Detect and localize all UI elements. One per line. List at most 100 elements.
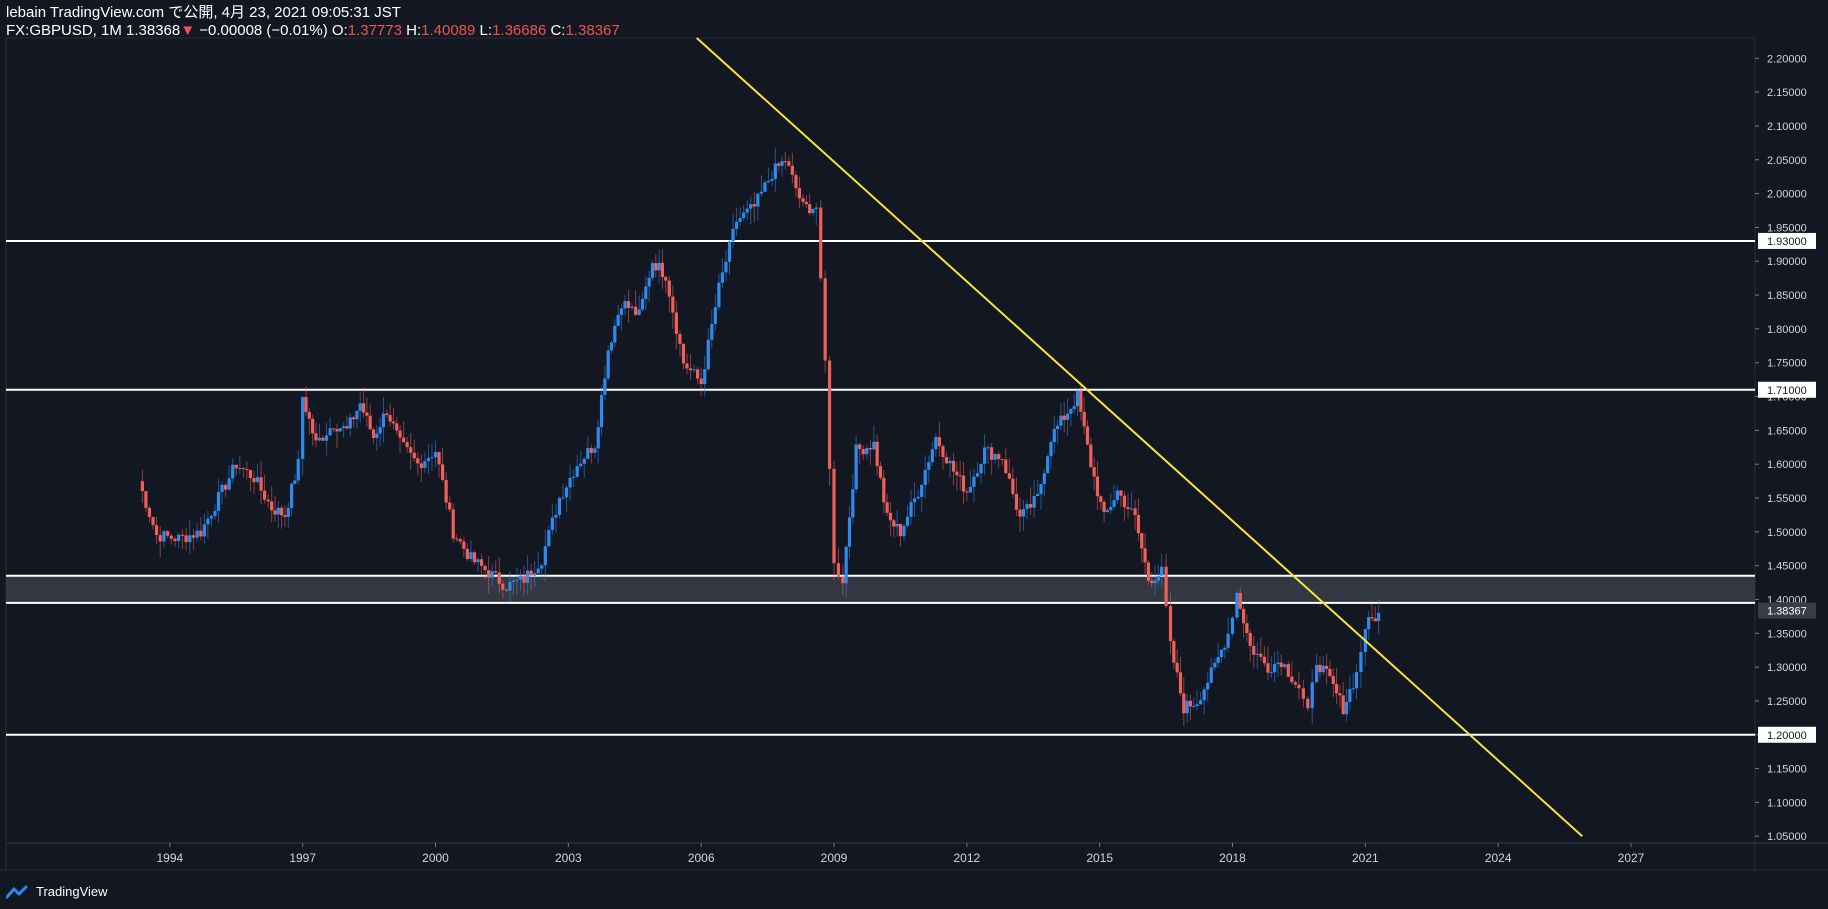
low-label: L: [479, 22, 493, 39]
candle-body [865, 448, 869, 455]
candle-body [847, 517, 852, 547]
candle-body [930, 449, 934, 463]
candle-body [1373, 618, 1377, 622]
candle-body [255, 477, 260, 483]
y-tick-label: 1.60000 [1767, 459, 1807, 471]
candle-body [455, 538, 459, 540]
y-tick-label: 1.25000 [1767, 696, 1807, 708]
y-tick-label: 1.15000 [1767, 764, 1807, 776]
candle-body [657, 262, 661, 271]
candle-body [1168, 606, 1173, 642]
candle-body [262, 490, 267, 500]
candle-body [266, 499, 270, 502]
candle-body [1286, 664, 1290, 677]
candle-body [180, 534, 184, 536]
candle-body [706, 339, 710, 370]
candle-body [958, 475, 962, 477]
candle-body [841, 576, 845, 584]
x-tick-label: 2021 [1352, 851, 1379, 865]
candle-body [1062, 415, 1066, 420]
candle-body [982, 447, 987, 464]
candle-body [941, 446, 945, 458]
candle-body [1341, 695, 1345, 715]
candle-body [533, 573, 537, 576]
candle-body [878, 466, 883, 478]
candle-body [1046, 456, 1050, 474]
current-price-label: 1.38367 [1767, 606, 1807, 618]
y-tick-label: 1.85000 [1767, 290, 1807, 302]
level-price-label: 1.71000 [1767, 385, 1807, 397]
candle-body [286, 507, 290, 517]
candle-body [965, 491, 969, 493]
candle-body [589, 448, 593, 453]
candle-body [351, 417, 356, 420]
candle-body [599, 394, 604, 427]
candle-body [854, 444, 858, 490]
candle-body [1039, 483, 1043, 494]
candle-body [280, 507, 284, 516]
candle-body [1245, 623, 1249, 633]
candle-body [868, 448, 872, 450]
candle-body [1175, 662, 1179, 673]
candle-body [448, 502, 452, 510]
candle-body [419, 463, 423, 468]
candle-body [724, 261, 728, 273]
candle-body [1082, 411, 1086, 427]
candle-body [378, 427, 382, 434]
candle-body [619, 308, 624, 315]
candle-body [1216, 657, 1220, 663]
candle-body [202, 524, 206, 537]
candle-body [550, 517, 554, 531]
open-value: 1.37773 [347, 22, 402, 39]
candle-body [1297, 684, 1301, 689]
candle-body [763, 182, 767, 192]
candle-body [811, 208, 815, 214]
candle-body [358, 403, 362, 411]
candle-body [529, 570, 533, 576]
candle-body [1133, 508, 1137, 516]
candle-body [640, 298, 645, 310]
candle-body [1085, 426, 1090, 445]
candle-body [1331, 675, 1335, 685]
candle-body [1279, 662, 1283, 668]
x-tick-label: 2009 [821, 851, 848, 865]
y-tick-label: 1.30000 [1767, 662, 1807, 674]
candle-body [1325, 665, 1329, 669]
candle-body [487, 570, 491, 578]
candle-body [526, 570, 530, 583]
candle-body [1321, 665, 1325, 673]
candle-body [997, 454, 1001, 460]
candle-body [1018, 509, 1022, 517]
candle-body [568, 477, 572, 488]
symbol-label[interactable]: FX:GBPUSD, 1M 1.38368 [6, 22, 181, 39]
candle-body [402, 437, 406, 443]
candle-body [637, 309, 641, 315]
candle-body [1266, 663, 1270, 673]
candle-body [361, 403, 366, 413]
x-tick-label: 2027 [1618, 851, 1645, 865]
candle-body [345, 426, 349, 429]
high-value: 1.40089 [421, 22, 476, 39]
candle-body [888, 512, 893, 521]
candle-body [1238, 592, 1242, 609]
candle-body [1014, 494, 1019, 510]
candle-body [759, 191, 763, 194]
candle-body [227, 478, 231, 490]
candle-body [451, 509, 455, 539]
open-label: O: [331, 22, 348, 39]
candle-body [773, 163, 777, 180]
candle-body [738, 217, 742, 222]
level-price-tag [1758, 726, 1816, 743]
candle-body [1255, 653, 1259, 655]
candle-body [536, 568, 540, 574]
x-tick-label: 2012 [953, 851, 980, 865]
candle-body [1188, 700, 1193, 707]
brand-label: TradingView [36, 884, 108, 899]
candle-body [307, 411, 311, 419]
candle-body [1348, 689, 1352, 702]
candle-body [1344, 701, 1349, 715]
candle-body [678, 333, 682, 344]
candle-body [1310, 682, 1314, 709]
candle-body [220, 484, 224, 493]
